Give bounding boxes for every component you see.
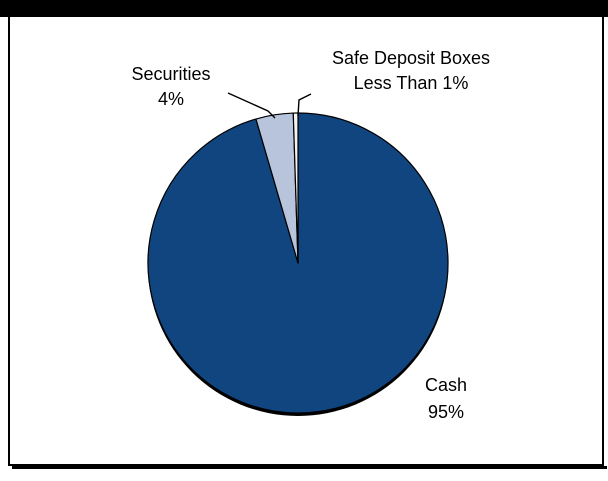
label-safe-deposit-boxes-name: Safe Deposit Boxes (332, 48, 490, 68)
frame-shadow (12, 466, 607, 469)
label-safe-deposit-boxes-value: Less Than 1% (354, 73, 469, 93)
label-cash-name: Cash (425, 375, 467, 395)
top-black-band (0, 0, 608, 17)
label-securities-value: 4% (158, 89, 184, 109)
label-securities-name: Securities (131, 64, 210, 84)
leader-line-securities (227, 92, 276, 119)
leader-line-safe-deposit-boxes (297, 93, 312, 117)
pie-slices (147, 112, 449, 414)
label-cash-value: 95% (428, 402, 464, 422)
